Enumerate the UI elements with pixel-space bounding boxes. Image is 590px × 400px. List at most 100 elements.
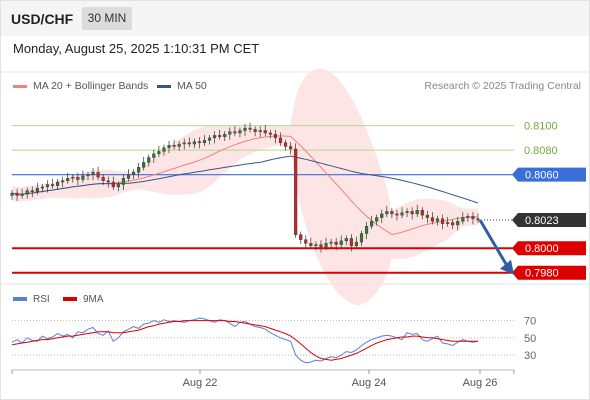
candle-body (207, 137, 212, 141)
price-level-label: 0.8100 (524, 121, 558, 133)
candle-body (400, 212, 404, 216)
price-level-label: 0.8023 (525, 215, 559, 227)
candle-body (96, 172, 100, 178)
candle-body (223, 134, 227, 137)
candle-body (268, 132, 272, 135)
x-tick-label: Aug 24 (352, 377, 387, 389)
forecast-arrow-shaft (478, 219, 509, 267)
legend-ma20: MA 20 + Bollinger Bands (13, 80, 148, 92)
candle-body (334, 241, 338, 245)
rsi-ma-swatch (63, 297, 77, 302)
candle-body (35, 187, 39, 193)
candle-body (283, 142, 288, 147)
candle-body (349, 238, 353, 246)
price-level-tag (512, 167, 586, 182)
candle-body (86, 174, 90, 177)
candle-body (61, 180, 65, 183)
price-level-tag (512, 213, 586, 228)
candle-body (116, 184, 120, 188)
candle-body (440, 218, 445, 224)
candle-body (50, 184, 55, 186)
candle-body (192, 141, 196, 145)
candle-body (446, 222, 450, 224)
price-level-tag (512, 241, 586, 256)
timeframe-button[interactable]: 30 MIN (82, 7, 132, 30)
candle-body (456, 221, 460, 226)
candle-body (187, 142, 191, 145)
candle-body (451, 222, 455, 226)
candle-body (147, 157, 151, 163)
candle-body (390, 211, 394, 215)
candle-body (410, 211, 414, 215)
legend-ma50-label: MA 50 (177, 80, 207, 92)
candle-body (45, 184, 50, 188)
candle-body (294, 148, 298, 235)
candle-body (182, 142, 186, 145)
candle-body (304, 239, 308, 244)
candle-body (415, 210, 419, 215)
candle-body (370, 221, 374, 227)
forecast-arrow-head (500, 259, 514, 275)
ma20-swatch (13, 84, 27, 88)
candle-body (339, 240, 343, 245)
candle-body (309, 243, 313, 246)
candle-body (243, 127, 247, 131)
candle-body (435, 218, 440, 222)
legend-ma50: MA 50 (157, 80, 207, 92)
candle-body (359, 233, 364, 243)
candle-body (466, 216, 470, 218)
rsi-ma-line (11, 320, 478, 361)
rsi-level-label: 30 (524, 350, 536, 362)
bollinger-band (12, 68, 478, 306)
candle-body (172, 145, 176, 147)
candle-body (121, 178, 126, 185)
candle-body (213, 135, 217, 139)
candle-body (319, 244, 323, 248)
candle-body (66, 178, 70, 182)
price-level-tag (512, 265, 586, 280)
candle-body (40, 186, 44, 189)
candle-body (299, 234, 303, 240)
candle-body (162, 147, 166, 152)
rsi-line (11, 317, 479, 364)
candle-body (81, 175, 85, 180)
candle-body (126, 174, 131, 179)
candle-body (329, 241, 333, 244)
price-level-label: 0.7980 (525, 268, 559, 280)
symbol-title: USD/CHF (11, 11, 74, 27)
candle-body (106, 180, 110, 183)
chart-datetime: Monday, August 25, 2025 1:10:31 PM CET (13, 41, 260, 56)
candle-body (385, 211, 389, 215)
candle-body (91, 172, 95, 175)
candle-body (461, 217, 465, 222)
candle-body (278, 137, 283, 144)
candle-body (314, 244, 318, 246)
candle-body (152, 153, 156, 158)
rsi-swatch (13, 297, 27, 302)
candle-body (289, 146, 293, 150)
candle-body (405, 211, 409, 213)
legend-rsi: RSI (13, 294, 50, 305)
candle-body (233, 131, 237, 134)
candle-body (197, 141, 201, 144)
ma50-line (11, 155, 479, 204)
candle-body (395, 213, 399, 216)
candle-body (25, 190, 29, 195)
candle-body (56, 181, 60, 186)
candle-body (354, 241, 359, 246)
price-level-label: 0.8080 (524, 145, 558, 157)
candle-body (263, 130, 267, 134)
candle-body (380, 213, 384, 218)
candle-body (111, 181, 115, 188)
candle-body (218, 135, 222, 137)
price-level-label: 0.8060 (525, 170, 559, 182)
candle-body (258, 130, 262, 132)
candle-body (30, 190, 34, 193)
candle-body (364, 225, 369, 234)
candle-body (167, 145, 171, 148)
rsi-level-label: 50 (524, 333, 536, 345)
candle-body (137, 167, 141, 173)
candle-body (20, 194, 24, 196)
candle-body (202, 140, 207, 144)
